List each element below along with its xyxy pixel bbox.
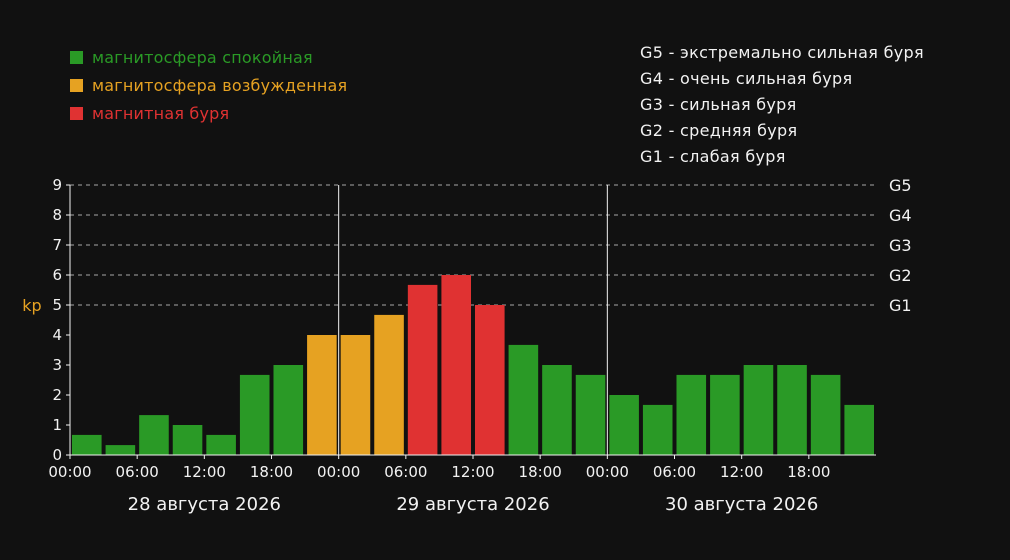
bar	[475, 305, 505, 455]
legend-label-active: магнитосфера возбужденная	[92, 75, 348, 95]
day-label: 30 августа 2026	[665, 494, 818, 515]
bar	[72, 434, 102, 455]
g-level-label-g5: G5	[889, 176, 912, 195]
x-tick-label: 06:00	[384, 463, 427, 481]
bar	[340, 335, 371, 455]
bar	[139, 415, 169, 455]
x-tick-label: 00:00	[317, 463, 360, 481]
bar	[239, 374, 270, 455]
y-tick-label: 9	[52, 176, 62, 194]
chart-legend: магнитосфера спокойная магнитосфера возб…	[70, 43, 347, 127]
y-tick-label: 5	[52, 296, 62, 314]
storm-scale-g5: G5 - экстремально сильная буря	[640, 43, 924, 62]
x-tick-label: 00:00	[586, 463, 629, 481]
y-tick-label: 3	[52, 356, 62, 374]
y-tick-label: 4	[52, 326, 62, 344]
bar	[374, 314, 404, 455]
g-level-label-g2: G2	[889, 266, 912, 285]
bar	[273, 365, 304, 455]
legend-swatch-quiet	[70, 50, 83, 64]
bar	[172, 425, 203, 455]
bar	[676, 374, 707, 455]
bar	[407, 284, 438, 455]
storm-scale-g2: G2 - средняя буря	[640, 121, 798, 140]
legend-label-storm: магнитная буря	[92, 103, 230, 123]
g-level-label-g1: G1	[889, 296, 912, 315]
g-level-label-g4: G4	[889, 206, 912, 225]
bar	[743, 365, 774, 455]
bar	[642, 404, 673, 455]
x-tick-label: 06:00	[116, 463, 159, 481]
x-tick-label: 12:00	[720, 463, 763, 481]
bar	[609, 395, 639, 455]
bar	[441, 275, 471, 455]
x-tick-label: 18:00	[519, 463, 562, 481]
x-tick-label: 00:00	[48, 463, 91, 481]
bar	[777, 365, 807, 455]
bar	[710, 374, 740, 455]
bar	[307, 335, 337, 455]
bar	[508, 344, 539, 455]
day-label: 29 августа 2026	[396, 494, 549, 515]
legend-swatch-active	[70, 78, 83, 92]
bar	[575, 374, 606, 455]
y-axis-label: kp	[22, 296, 41, 315]
bar	[810, 374, 841, 455]
y-tick-label: 8	[52, 206, 62, 224]
legend-item-active: магнитосфера возбужденная	[70, 71, 347, 99]
x-tick-label: 12:00	[183, 463, 226, 481]
bar	[105, 445, 136, 455]
storm-scale-list: G5 - экстремально сильная буря G4 - очен…	[640, 40, 924, 170]
x-tick-label: 18:00	[787, 463, 830, 481]
x-tick-label: 12:00	[451, 463, 494, 481]
bar	[844, 404, 874, 455]
legend-label-quiet: магнитосфера спокойная	[92, 47, 313, 67]
x-tick-label: 18:00	[250, 463, 293, 481]
y-tick-label: 2	[52, 386, 62, 404]
storm-scale-g1: G1 - слабая буря	[640, 147, 786, 166]
x-tick-label: 06:00	[653, 463, 696, 481]
storm-scale-g3: G3 - сильная буря	[640, 95, 797, 114]
y-tick-label: 7	[52, 236, 62, 254]
bar	[542, 365, 572, 455]
y-tick-label: 6	[52, 266, 62, 284]
legend-item-storm: магнитная буря	[70, 99, 347, 127]
legend-swatch-storm	[70, 106, 83, 120]
bar	[206, 434, 236, 455]
y-tick-label: 0	[52, 446, 62, 464]
g-level-label-g3: G3	[889, 236, 912, 255]
storm-scale-g4: G4 - очень сильная буря	[640, 69, 853, 88]
day-label: 28 августа 2026	[128, 494, 281, 515]
y-tick-label: 1	[52, 416, 62, 434]
legend-item-quiet: магнитосфера спокойная	[70, 43, 347, 71]
